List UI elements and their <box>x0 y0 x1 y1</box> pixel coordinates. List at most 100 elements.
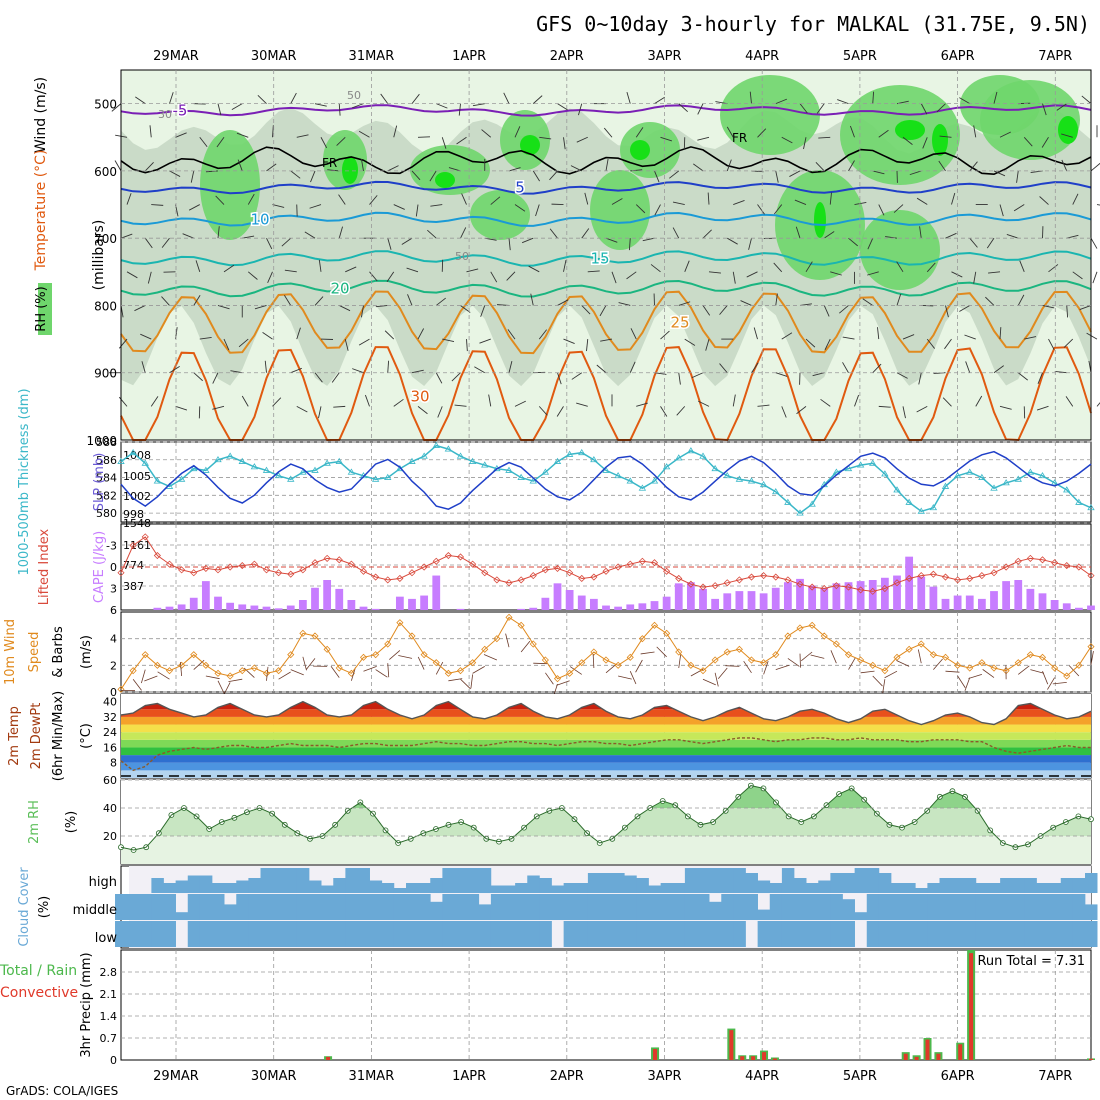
wind-speed-marker <box>323 645 331 653</box>
rh-saturated-area <box>932 124 948 156</box>
wind-barb <box>775 372 788 377</box>
wind-barb <box>885 236 898 239</box>
wind-barb <box>417 656 425 670</box>
wind-speed-marker <box>566 669 574 677</box>
cloud-bar <box>151 894 164 920</box>
cloud-bar <box>878 873 892 893</box>
cape-bar <box>917 576 926 610</box>
wind-barb <box>1023 136 1033 147</box>
top-date-label: 30MAR <box>251 49 297 64</box>
lifted-index-marker <box>808 583 816 591</box>
cape-bar <box>541 597 550 610</box>
cloud-bar <box>842 899 855 920</box>
wind-barb <box>490 196 501 205</box>
cloud-bar <box>891 883 904 893</box>
cape-bar <box>771 587 780 610</box>
cloud-bar <box>684 894 698 920</box>
wind-barb <box>364 394 370 407</box>
wind-barb <box>740 300 752 306</box>
wind-barb <box>352 103 364 109</box>
wind-barb <box>398 655 413 659</box>
wind-barb <box>635 127 644 138</box>
cloud-bar <box>672 883 686 893</box>
wind-barb <box>451 372 461 382</box>
wind-barb <box>942 397 952 407</box>
wind-barb <box>460 305 471 313</box>
cape-bar <box>1002 581 1011 610</box>
cloud-bar <box>321 921 334 947</box>
wind-barb <box>508 360 513 373</box>
cape-bar <box>1074 607 1083 610</box>
wind-barb <box>514 204 526 212</box>
wind-barb <box>272 125 274 138</box>
isotherm-label: 15 <box>590 249 609 267</box>
rh-contour-label: 30 <box>158 108 172 121</box>
wind-barb <box>951 271 963 278</box>
wind-barb <box>751 362 759 373</box>
cloud-bar <box>1085 904 1098 920</box>
cloud-bar <box>672 921 686 947</box>
cape-bar <box>723 593 732 610</box>
cloud-bar <box>442 868 455 893</box>
wind-barb <box>387 663 390 678</box>
cloud-bar <box>406 921 419 947</box>
wind-barb <box>267 271 273 283</box>
cloud-bar <box>503 894 516 920</box>
wind-barb <box>169 365 180 374</box>
wind-barb <box>854 394 860 407</box>
cloud-bar <box>1085 921 1098 947</box>
rh-tick: 20 <box>103 830 117 843</box>
cloud-bar <box>1048 894 1062 920</box>
axis-label: 3hr Precip (mm) <box>79 952 94 1057</box>
cloud-bar <box>418 921 431 947</box>
wind-barb <box>144 237 153 249</box>
lifted-index-marker <box>954 576 962 584</box>
lifted-index-marker <box>832 582 840 590</box>
cape-bar <box>153 607 162 610</box>
wind-barb <box>684 260 690 272</box>
cape-bar <box>990 591 998 610</box>
wind-barb <box>862 298 874 306</box>
wind-barb <box>264 360 267 373</box>
cloud-bar <box>503 885 516 893</box>
cloud-bar <box>600 873 613 893</box>
cloud-bar <box>733 868 746 893</box>
precip-convective-bar <box>936 1053 941 1060</box>
cloud-bar <box>272 894 286 920</box>
rh-contour-label: 50 <box>347 89 361 102</box>
rh-saturated-area <box>630 140 650 160</box>
lifted-index-marker <box>1038 556 1047 564</box>
cloud-bar <box>915 894 928 920</box>
wind-barb <box>147 271 152 284</box>
wind-barb <box>1013 204 1025 212</box>
wind-barb <box>483 654 498 661</box>
lifted-index-marker <box>323 554 331 562</box>
precip-convective-label: Convective <box>0 985 78 1001</box>
cloud-bar <box>248 921 261 947</box>
wind-barb <box>417 328 425 340</box>
wind-barb <box>126 193 132 205</box>
cloud-bar <box>903 894 916 920</box>
cloud-bar <box>115 921 128 947</box>
cape-bar <box>250 605 259 610</box>
cloud-layer-label: high <box>89 875 117 890</box>
cape-bar <box>796 578 804 610</box>
wind-barb <box>746 271 758 278</box>
wind-barb <box>705 338 710 351</box>
axis-label: (6hr Min/Max) <box>51 691 66 781</box>
cloud-bar <box>1036 894 1049 920</box>
cloud-bar <box>709 921 722 947</box>
lifted-index-marker <box>553 564 562 572</box>
wind-barb <box>212 372 219 384</box>
wind-barb <box>1030 669 1045 674</box>
wind-barb <box>581 228 590 239</box>
wind-barb <box>193 372 203 382</box>
wind-barb <box>415 204 419 217</box>
wind-barb <box>507 329 516 340</box>
cloud-bar <box>1048 883 1062 893</box>
cape-bar <box>262 606 271 610</box>
cloud-bar <box>721 894 734 920</box>
wind-barb <box>757 128 767 138</box>
precip-tick: 2.8 <box>100 966 118 979</box>
precip-convective-bar <box>772 1058 777 1060</box>
